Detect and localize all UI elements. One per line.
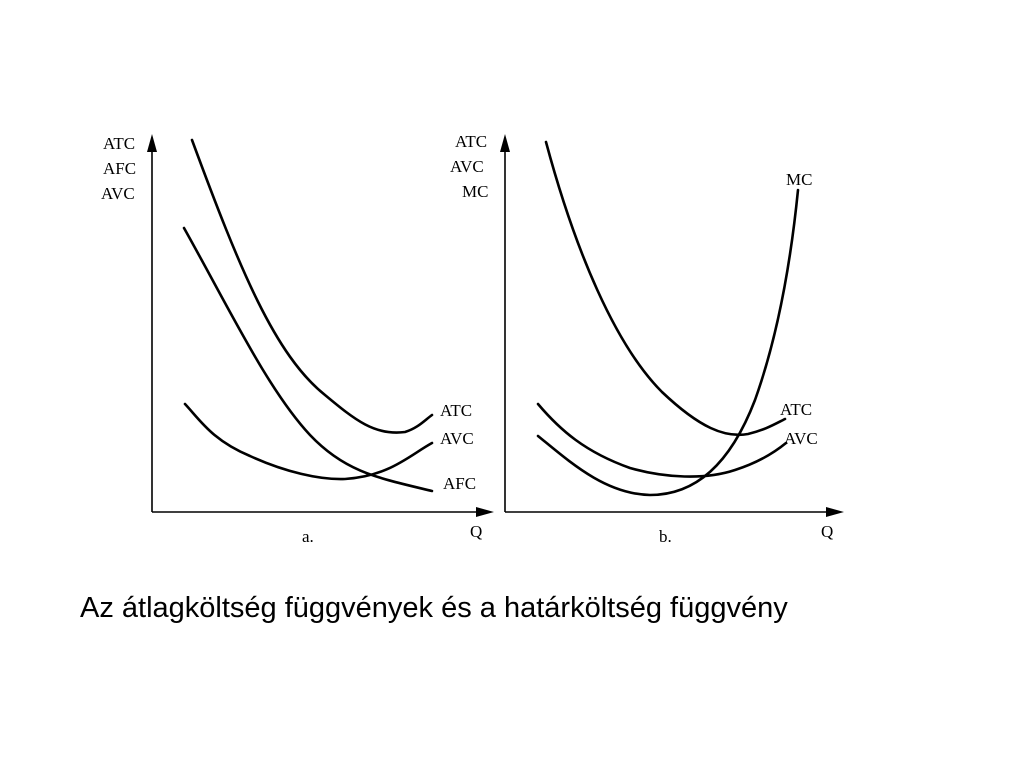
panel-b-y-label-3: MC	[462, 182, 488, 201]
panel-a-atc-label: ATC	[440, 401, 472, 420]
panel-b-x-axis-arrow	[826, 507, 844, 517]
panel-b-mc-label: MC	[786, 170, 812, 189]
panel-b-y-label-1: ATC	[455, 132, 487, 151]
panel-a: ATC AFC AVC Q a. ATC AVC AFC	[101, 134, 494, 546]
panel-b-y-axis-arrow	[500, 134, 510, 152]
panel-b-x-label: Q	[821, 522, 833, 541]
slide-caption: Az átlagköltség függvények és a határköl…	[80, 592, 788, 624]
panel-a-y-label-1: ATC	[103, 134, 135, 153]
panel-a-avc-curve	[183, 402, 434, 481]
panel-b: ATC AVC MC Q b. MC ATC AVC	[450, 132, 844, 546]
panel-a-atc-curve	[190, 138, 434, 434]
panel-b-atc-curve	[544, 140, 787, 437]
panel-a-label: a.	[302, 527, 314, 546]
panel-a-x-label: Q	[470, 522, 482, 541]
panel-a-afc-curve	[182, 226, 434, 493]
panel-b-mc-curve	[536, 188, 800, 497]
panel-a-y-label-2: AFC	[103, 159, 136, 178]
panel-b-label: b.	[659, 527, 672, 546]
panel-a-afc-label: AFC	[443, 474, 476, 493]
panel-a-avc-label: AVC	[440, 429, 474, 448]
panel-b-avc-label: AVC	[784, 429, 818, 448]
panel-b-avc-curve	[536, 402, 788, 478]
panel-b-y-label-2: AVC	[450, 157, 484, 176]
panel-b-atc-label: ATC	[780, 400, 812, 419]
panel-a-y-label-3: AVC	[101, 184, 135, 203]
panel-a-y-axis-arrow	[147, 134, 157, 152]
panel-a-x-axis-arrow	[476, 507, 494, 517]
